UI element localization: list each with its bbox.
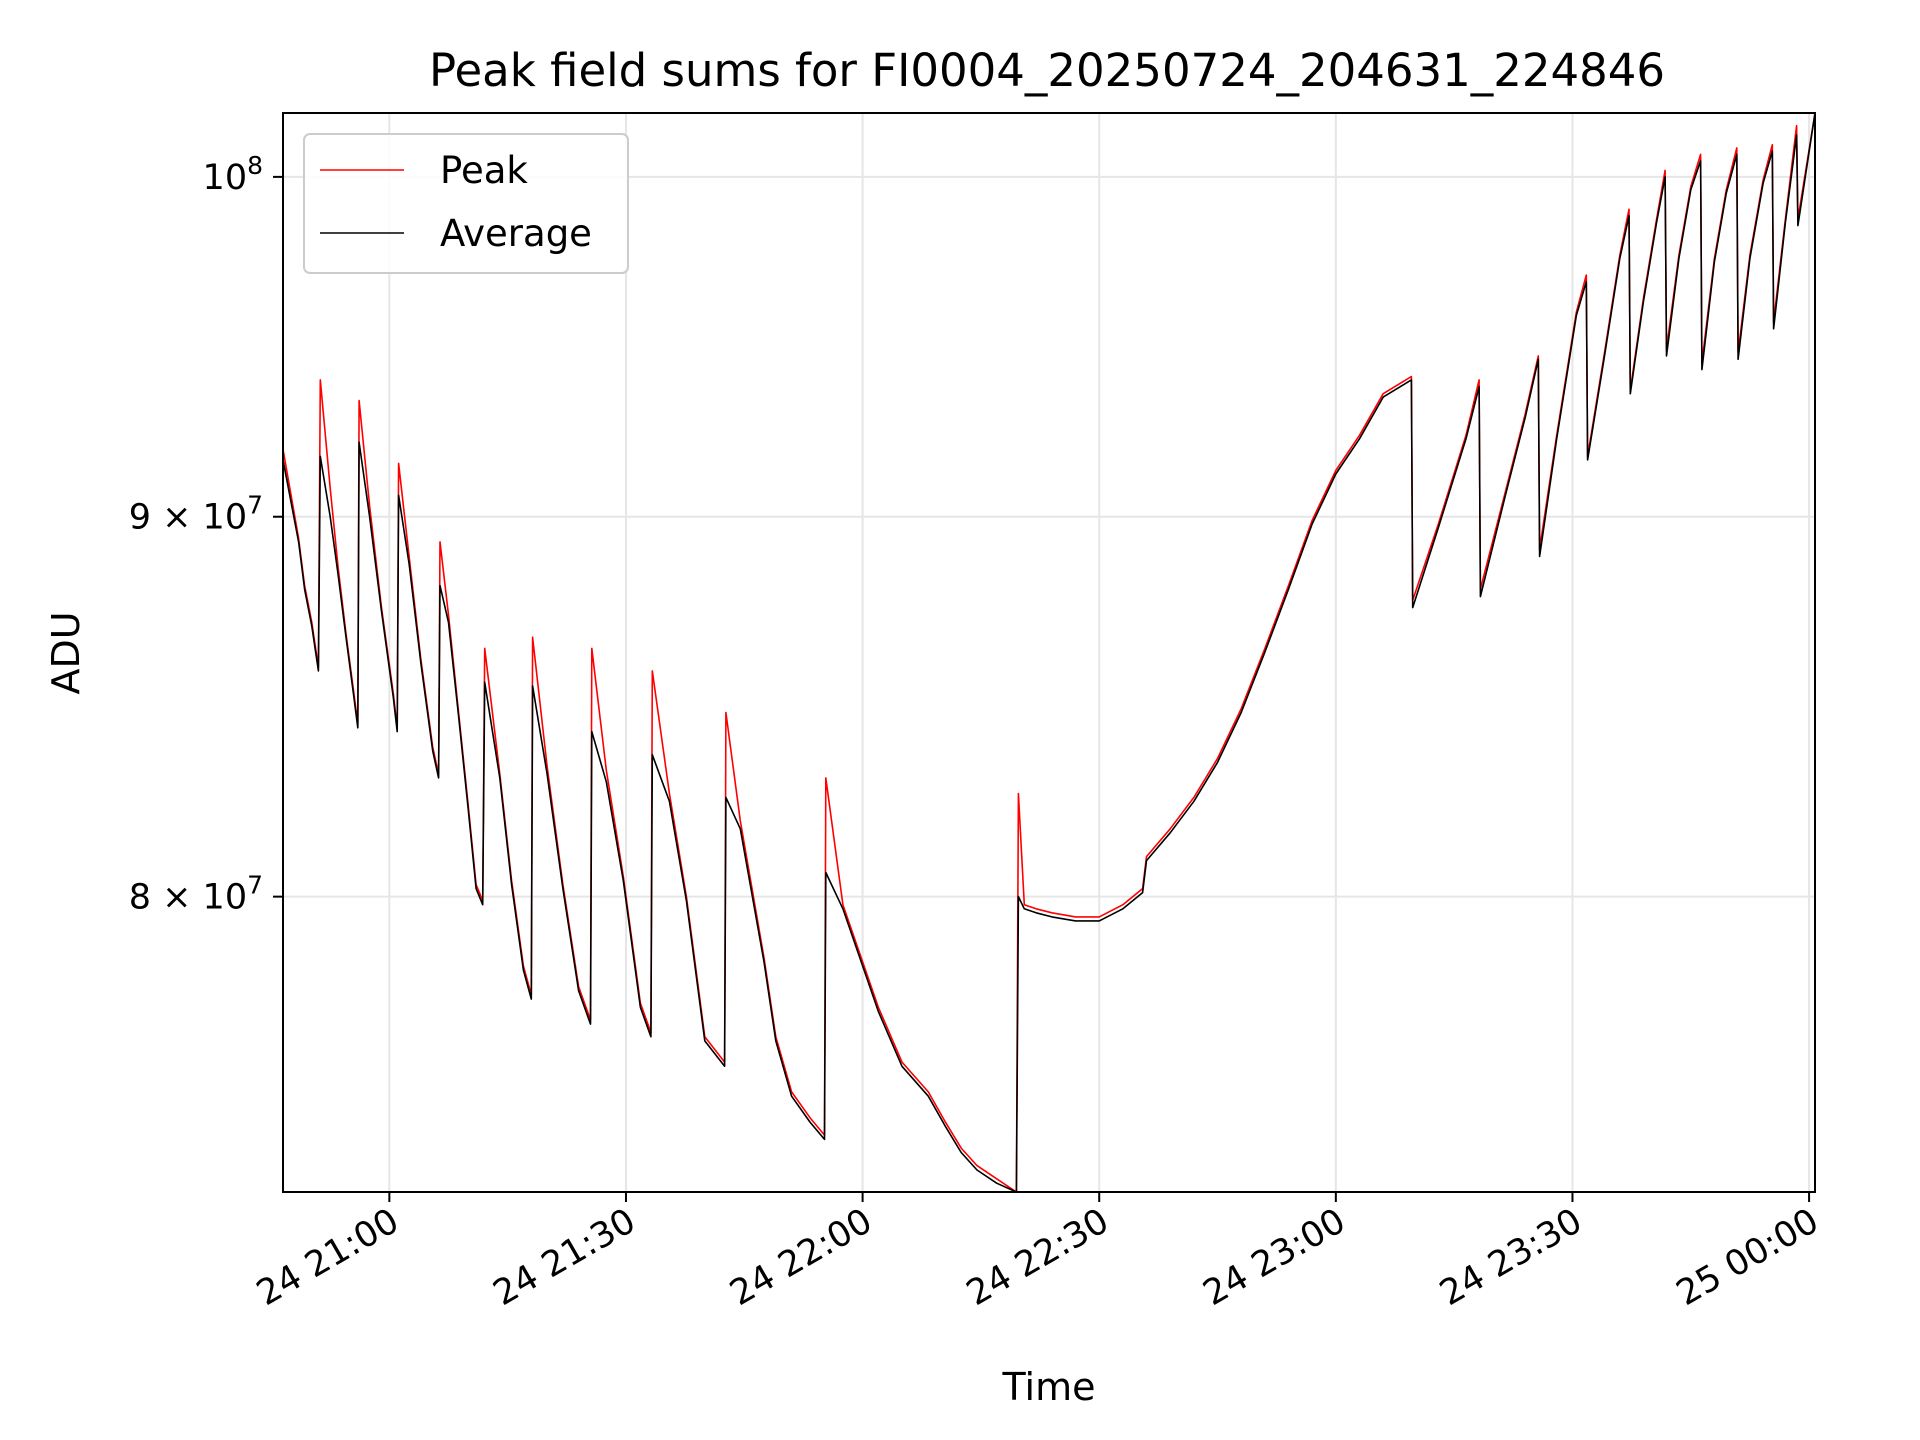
- legend-frame: [303, 133, 629, 274]
- y-tick-label: 108: [203, 151, 263, 198]
- plot-frame: [282, 112, 1816, 1193]
- y-axis: 8 × 107 9 × 107 108: [129, 151, 283, 918]
- series-line-average: [282, 112, 1816, 1193]
- series-layer: [282, 112, 1816, 1193]
- chart-title: Peak field sums for FI0004_20250724_2046…: [429, 44, 1665, 97]
- legend: Peak Average: [303, 133, 629, 274]
- x-axis-label: Time: [1002, 1365, 1096, 1409]
- y-tick-label: 8 × 107: [129, 871, 263, 918]
- legend-label-peak: Peak: [440, 149, 528, 192]
- grid: [283, 113, 1815, 1192]
- y-axis-label: ADU: [44, 611, 88, 694]
- y-tick-label: 9 × 107: [129, 491, 263, 538]
- legend-label-average: Average: [440, 212, 592, 255]
